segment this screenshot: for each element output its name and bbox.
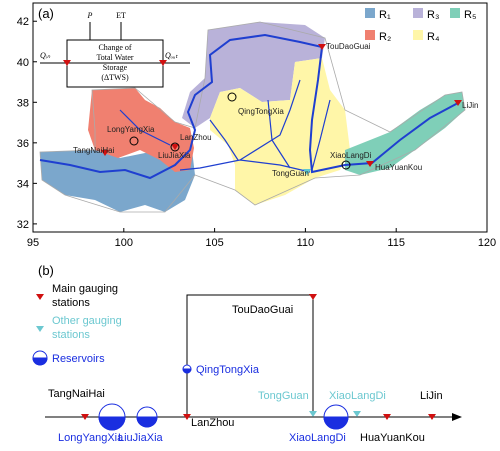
station-label: TangNaiHai [73, 146, 115, 155]
station-label: XiaoLangDi [289, 432, 346, 444]
legend-swatch [365, 30, 375, 40]
panel-label: (b) [38, 263, 54, 278]
station-label: LanZhou [180, 133, 212, 142]
y-tick-label: 38 [17, 97, 29, 109]
budget-line: Storage [103, 63, 128, 72]
x-tick-label: 115 [387, 237, 405, 249]
budget-line: Total Water [96, 53, 133, 62]
reservoir [170, 142, 180, 152]
x-tick-label: 95 [27, 237, 39, 249]
station-label: LiJin [462, 101, 478, 110]
y-tick-label: 34 [17, 178, 29, 190]
station-label: HuaYuanKou [375, 163, 422, 172]
y-tick-label: 36 [17, 138, 29, 150]
legend-label: R₃ [427, 9, 439, 21]
legend-swatch [413, 30, 423, 40]
station-label: XiaoLangDi [330, 151, 372, 160]
qin-label: Qᵢₙ [40, 51, 51, 60]
station-label: HuaYuanKou [360, 432, 425, 444]
arrow-head [452, 413, 462, 421]
legend: R₁ R₂ R₃ R₄ R₅ [365, 8, 476, 43]
x-tick-label: 105 [205, 237, 223, 249]
stations-a: TouDaoGuai QingTongXia LanZhou LongYangX… [73, 42, 478, 178]
legend-label: R₁ [379, 9, 391, 21]
station-label: TongGuan [272, 169, 309, 178]
tributaries [119, 79, 331, 173]
x-tick-label: 100 [115, 237, 133, 249]
region-r1 [40, 150, 195, 212]
x-tick-label: 120 [478, 237, 496, 249]
qout-label: Qₒᵤₜ [165, 51, 178, 60]
legend-other: Other gauging stations [52, 315, 122, 341]
station-label: TangNaiHai [48, 388, 105, 400]
y-tick-label: 42 [17, 16, 29, 28]
station-label: LongYangXia [58, 432, 124, 444]
station-label: LiJin [420, 390, 443, 402]
station-label: LiuJiaXia [118, 432, 164, 444]
reservoir [341, 160, 351, 170]
station-label: LiuJiaXia [158, 151, 191, 160]
other-station-markers [303, 169, 311, 175]
reservoir [227, 92, 237, 102]
et-label: ET [116, 11, 126, 20]
budget-line: (ΔTWS) [101, 73, 129, 82]
panel-label: (a) [38, 6, 54, 21]
region-r5 [345, 92, 465, 175]
basin-outline [39, 21, 466, 213]
station-label: QingTongXia [238, 107, 284, 116]
legend-reservoirs: Reservoirs [52, 353, 105, 365]
legend-label: R₅ [464, 9, 476, 21]
reservoirs [32, 350, 349, 431]
x-tick-label: 110 [297, 237, 315, 249]
legend-swatch [365, 8, 375, 18]
y-tick-label: 32 [17, 219, 29, 231]
legend-label: R₄ [427, 31, 440, 43]
legend-label: R₂ [379, 31, 391, 43]
legend-swatch [450, 8, 460, 18]
schematic: (b) Main gauging stations Other gauging st… [32, 263, 462, 444]
station-label: LongYangXia [107, 125, 155, 134]
station-label: TouDaoGuai [326, 42, 371, 51]
yellow-river [39, 33, 459, 180]
reservoir [129, 136, 139, 146]
station-label: XiaoLangDi [329, 390, 386, 402]
y-tick-label: 40 [17, 57, 29, 69]
station-label: QingTongXia [196, 364, 260, 376]
station-label: TongGuan [258, 390, 309, 402]
budget-line: Change of [98, 43, 131, 52]
p-label: P [87, 11, 93, 20]
legend-main: Main gauging stations [52, 283, 118, 309]
legend-swatch [413, 8, 423, 18]
axes: 95 100 105 110 115 120 32 34 36 38 40 42 [17, 16, 496, 249]
station-label: TouDaoGuai [232, 304, 293, 316]
station-label: LanZhou [191, 417, 234, 429]
